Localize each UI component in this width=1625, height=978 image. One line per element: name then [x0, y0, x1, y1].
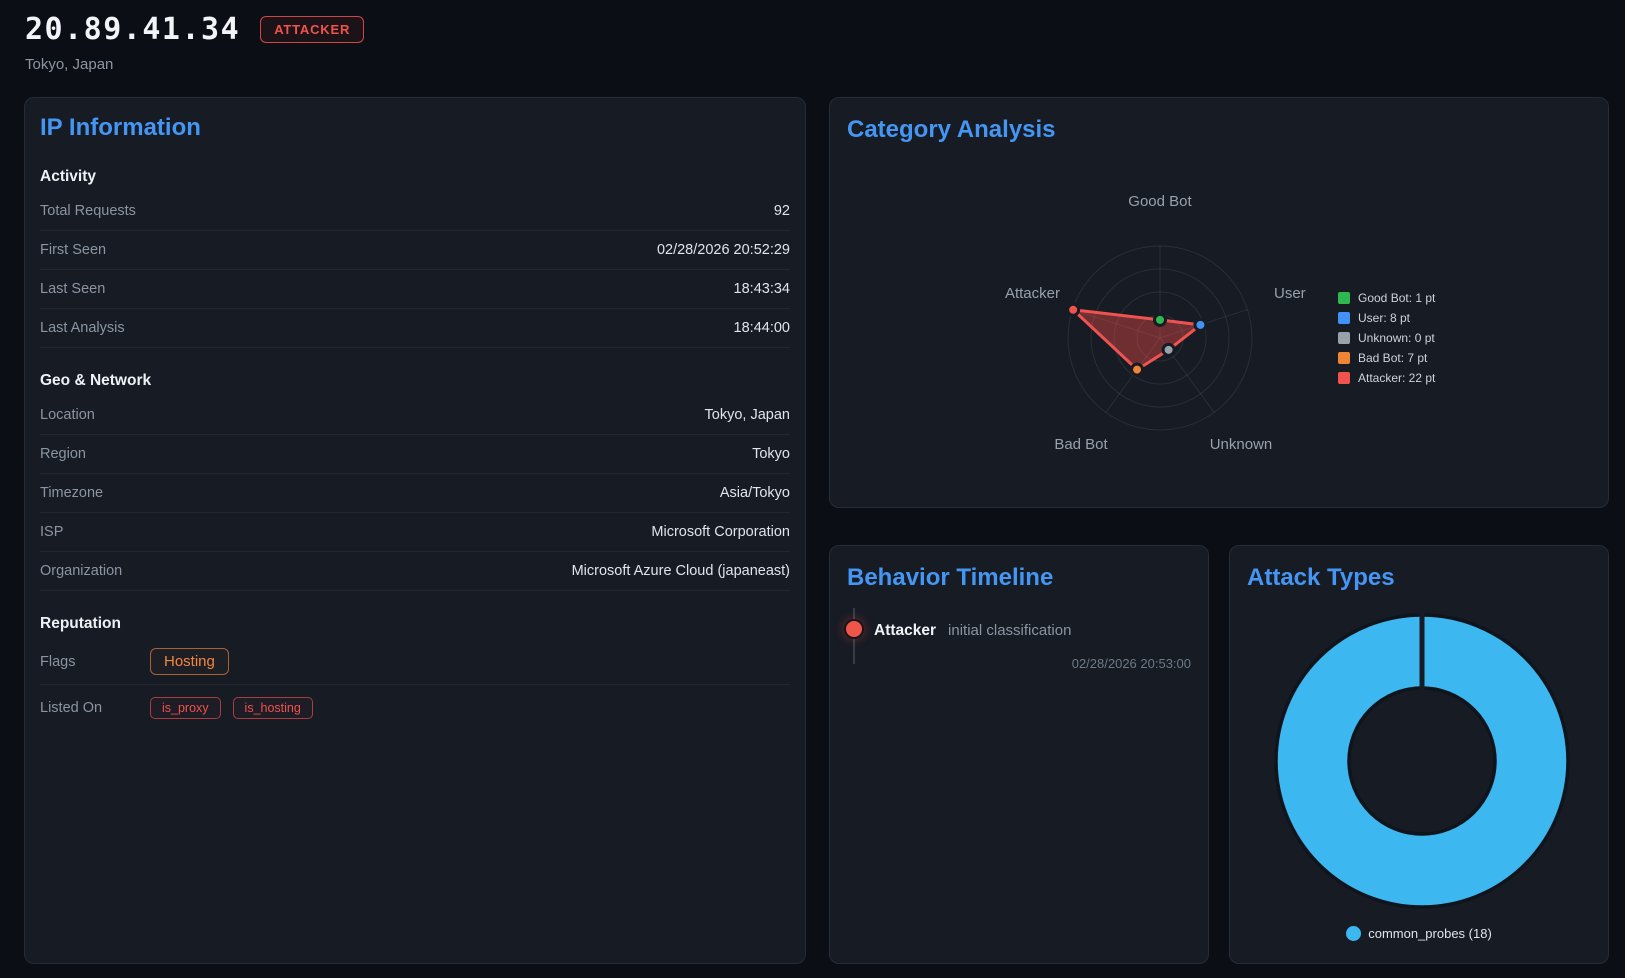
info-row: Total Requests 92	[40, 192, 790, 231]
event-timestamp: 02/28/2026 20:53:00	[1071, 656, 1191, 671]
legend-label: Good Bot: 1 pt	[1358, 291, 1436, 305]
info-row: Last Seen 18:43:34	[40, 270, 790, 309]
radar-point	[1161, 342, 1176, 357]
radar-grid-ring	[1090, 268, 1230, 408]
event-description: initial classification	[948, 622, 1072, 639]
page-header: 20.89.41.34 ATTACKER Tokyo, Japan	[25, 12, 365, 73]
ip-location: Tokyo, Japan	[25, 56, 114, 73]
donut-segment-gap	[1419, 613, 1425, 690]
row-value: Tokyo	[752, 446, 790, 462]
info-row: Organization Microsoft Azure Cloud (japan…	[40, 552, 790, 591]
radar-legend: Good Bot: 1 pt User: 8 pt Unknown: 0 pt Bad…	[1338, 288, 1435, 388]
row-value: Tokyo, Japan	[704, 407, 790, 423]
donut-chart-svg	[1274, 613, 1570, 909]
radar-chart-svg: Good Bot User Unknown Bad Bot Attacker	[1005, 193, 1306, 453]
legend-swatch	[1338, 292, 1350, 304]
radar-legend-item[interactable]: Bad Bot: 7 pt	[1338, 348, 1435, 368]
event-text-row: Attacker initial classification	[847, 622, 1191, 640]
row-label: Last Seen	[40, 281, 106, 297]
event-category: Attacker	[874, 622, 937, 639]
radar-series-polygon	[1071, 308, 1202, 372]
info-row: Timezone Asia/Tokyo	[40, 474, 790, 513]
section-heading: Reputation	[40, 615, 121, 632]
legend-label: Unknown: 0 pt	[1358, 331, 1435, 345]
donut-legend-label: common_probes (18)	[1368, 926, 1492, 941]
ip-information-title: IP Information	[40, 114, 201, 141]
radar-legend-item[interactable]: Attacker: 22 pt	[1338, 368, 1435, 388]
radar-axis-label: Attacker	[1005, 285, 1060, 302]
info-row: First Seen 02/28/2026 20:52:29	[40, 231, 790, 270]
radar-grid-spoke	[1072, 309, 1161, 339]
radar-point	[1193, 317, 1208, 332]
row-value: Microsoft Corporation	[651, 524, 790, 540]
flag-badge: is_hosting	[232, 697, 313, 719]
row-label: Flags	[40, 653, 76, 670]
ip-address-title: 20.89.41.34	[25, 12, 241, 47]
info-row: Listed On is_proxy is_hosting	[40, 685, 790, 731]
category-analysis-title: Category Analysis	[847, 116, 1056, 143]
radar-axis-label: Unknown	[1210, 436, 1273, 453]
badge-group: Hosting	[150, 648, 790, 675]
legend-label: Attacker: 22 pt	[1358, 371, 1436, 385]
ip-information-panel: IP Information Activity Total Requests 92 F…	[24, 97, 806, 964]
legend-label: User: 8 pt	[1358, 311, 1411, 325]
radar-point	[1153, 312, 1167, 327]
row-value: Asia/Tokyo	[719, 485, 790, 501]
info-row: ISP Microsoft Corporation	[40, 513, 790, 552]
timeline-dot-icon	[846, 621, 862, 637]
flag-badge: Hosting	[150, 648, 229, 675]
radar-axis-label: User	[1274, 285, 1306, 302]
ip-information-sections: Activity Total Requests 92 First Seen 02/28/…	[40, 166, 790, 731]
radar-grid-ring	[1113, 291, 1207, 385]
row-value: 02/28/2026 20:52:29	[656, 242, 790, 258]
info-row: Last Analysis 18:44:00	[40, 309, 790, 348]
row-label: Region	[40, 446, 86, 462]
row-value: 18:43:34	[733, 281, 790, 297]
radar-axis-label: Good Bot	[1128, 193, 1192, 210]
info-row: Location Tokyo, Japan	[40, 396, 790, 435]
radar-legend-item[interactable]: Good Bot: 1 pt	[1338, 288, 1435, 308]
donut-inner-edge	[1347, 686, 1497, 836]
row-value: Microsoft Azure Cloud (japaneast)	[571, 563, 790, 579]
attacker-badge: ATTACKER	[260, 16, 365, 43]
legend-swatch	[1338, 312, 1350, 324]
row-label: Timezone	[40, 485, 104, 501]
info-row: Region Tokyo	[40, 435, 790, 474]
radar-legend-item[interactable]: User: 8 pt	[1338, 308, 1435, 328]
radar-point	[1130, 362, 1145, 377]
legend-swatch	[1338, 352, 1350, 364]
row-label: Last Analysis	[40, 320, 125, 336]
behavior-timeline-panel: Behavior Timeline Attacker initial classi…	[829, 545, 1209, 964]
timeline-event: Attacker initial classification 02/28/2026…	[846, 608, 1191, 692]
radar-legend-item[interactable]: Unknown: 0 pt	[1338, 328, 1435, 348]
donut-legend-item[interactable]: common_probes (18)	[1346, 926, 1492, 941]
row-label: Location	[40, 407, 95, 423]
radar-point	[1066, 302, 1081, 317]
flag-badge: is_proxy	[150, 697, 221, 719]
section-heading: Geo & Network	[40, 372, 152, 389]
row-label: First Seen	[40, 242, 107, 258]
row-value: 18:44:00	[733, 320, 790, 336]
badge-group: is_proxy is_hosting	[150, 697, 790, 719]
section-heading: Activity	[40, 168, 96, 185]
timeline-events: Attacker initial classification 02/28/2026…	[846, 608, 1191, 692]
row-label: Organization	[40, 563, 123, 579]
donut-legend: common_probes (18)	[1230, 926, 1608, 941]
legend-swatch	[1338, 372, 1350, 384]
row-label: Total Requests	[40, 203, 136, 219]
attack-types-title: Attack Types	[1247, 564, 1395, 591]
row-value: 92	[773, 203, 790, 219]
legend-swatch	[1338, 332, 1350, 344]
attack-types-panel: Attack Types common_probes (18)	[1229, 545, 1609, 964]
category-analysis-panel: Category Analysis Good Bot User Unknown Bad…	[829, 97, 1609, 508]
legend-label: Bad Bot: 7 pt	[1358, 351, 1428, 365]
radar-grid-ring	[1067, 245, 1253, 431]
info-row: Flags Hosting	[40, 639, 790, 685]
row-label: Listed On	[40, 700, 103, 716]
radar-axis-label: Bad Bot	[1054, 436, 1108, 453]
donut-legend-swatch	[1346, 926, 1362, 941]
row-label: ISP	[40, 524, 64, 540]
behavior-timeline-title: Behavior Timeline	[847, 564, 1054, 591]
